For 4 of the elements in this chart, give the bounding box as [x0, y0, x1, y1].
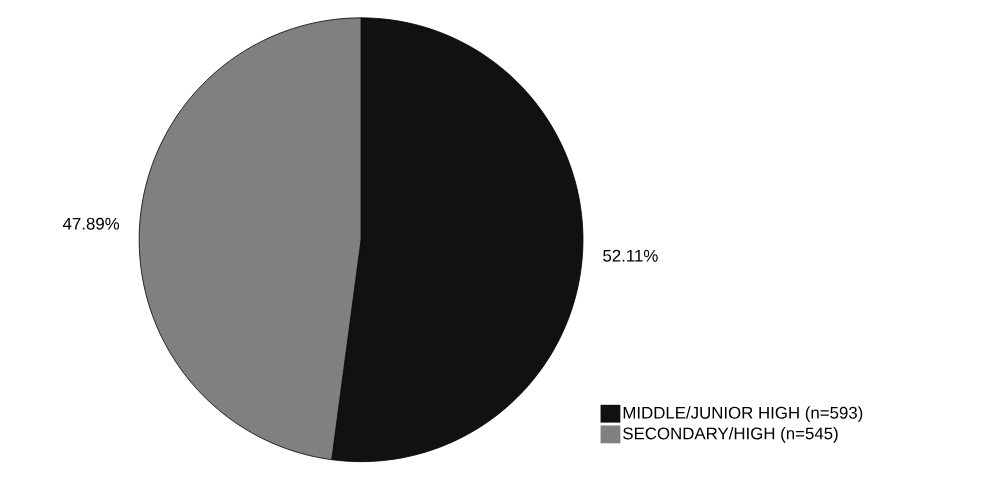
data-label: 52.11%	[603, 249, 658, 262]
legend-label: MIDDLE/JUNIOR HIGH (n=593)	[623, 406, 863, 422]
data-label: 47.89%	[62, 217, 120, 230]
legend-label: SECONDARY/HIGH (n=545)	[623, 426, 838, 443]
